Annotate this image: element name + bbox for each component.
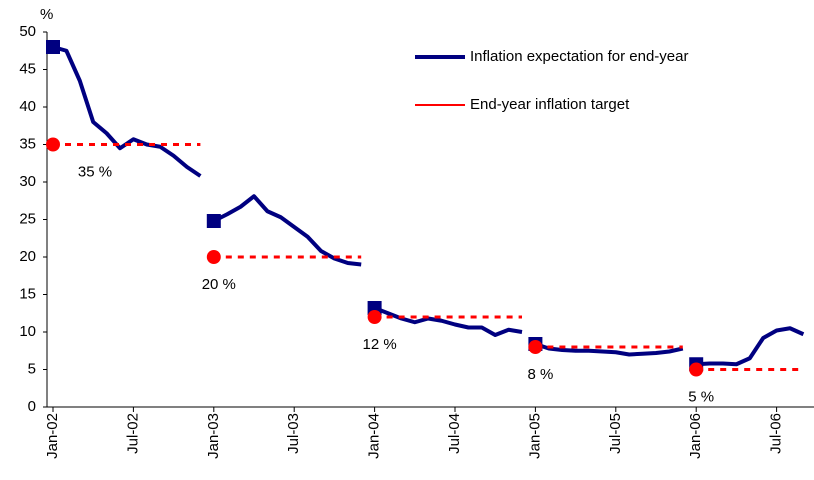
x-tick-label: Jul-06	[768, 413, 785, 454]
target-label: 35 %	[78, 163, 112, 180]
target-label: 20 %	[202, 276, 236, 293]
x-tick-label: Jan-04	[366, 413, 383, 459]
y-tick-label: 10	[19, 323, 36, 340]
y-tick-label: 15	[19, 285, 36, 302]
y-tick-label: 40	[19, 98, 36, 115]
y-tick-label: 0	[28, 398, 36, 415]
expectation-line	[212, 194, 362, 267]
legend-label: Inflation expectation for end-year	[470, 48, 688, 65]
expectation-marker	[46, 40, 60, 54]
x-tick-label: Jul-03	[285, 413, 302, 454]
y-tick-label: 45	[19, 60, 36, 77]
target-marker	[206, 250, 221, 264]
y-tick-label: 5	[28, 360, 36, 377]
y-tick-label: 25	[19, 210, 36, 227]
y-tick-label: 35	[19, 135, 36, 152]
y-tick-label: 30	[19, 173, 36, 190]
target-label: 12 %	[362, 336, 396, 353]
target-label: 5 %	[688, 388, 714, 405]
expectation-line	[373, 306, 523, 337]
expectation-line	[52, 45, 202, 178]
target-marker	[367, 310, 382, 324]
expectation-line	[534, 342, 684, 357]
x-tick-label: Jan-02	[44, 413, 61, 459]
target-marker	[528, 340, 543, 354]
x-tick-label: Jul-04	[446, 413, 463, 454]
y-tick-label: 50	[19, 23, 36, 40]
x-tick-label: Jul-02	[124, 413, 141, 454]
target-label: 8 %	[527, 366, 553, 383]
x-tick-label: Jul-05	[607, 413, 624, 454]
expectation-marker	[206, 214, 221, 228]
x-tick-label: Jan-03	[205, 413, 222, 459]
expectation-line	[696, 326, 805, 367]
x-tick-label: Jan-06	[687, 413, 704, 459]
target-marker	[46, 137, 60, 152]
y-axis-label: %	[40, 6, 53, 23]
target-marker	[689, 362, 704, 377]
y-tick-label: 20	[19, 248, 36, 265]
x-tick-label: Jan-05	[526, 413, 543, 459]
legend-label: End-year inflation target	[470, 96, 630, 113]
